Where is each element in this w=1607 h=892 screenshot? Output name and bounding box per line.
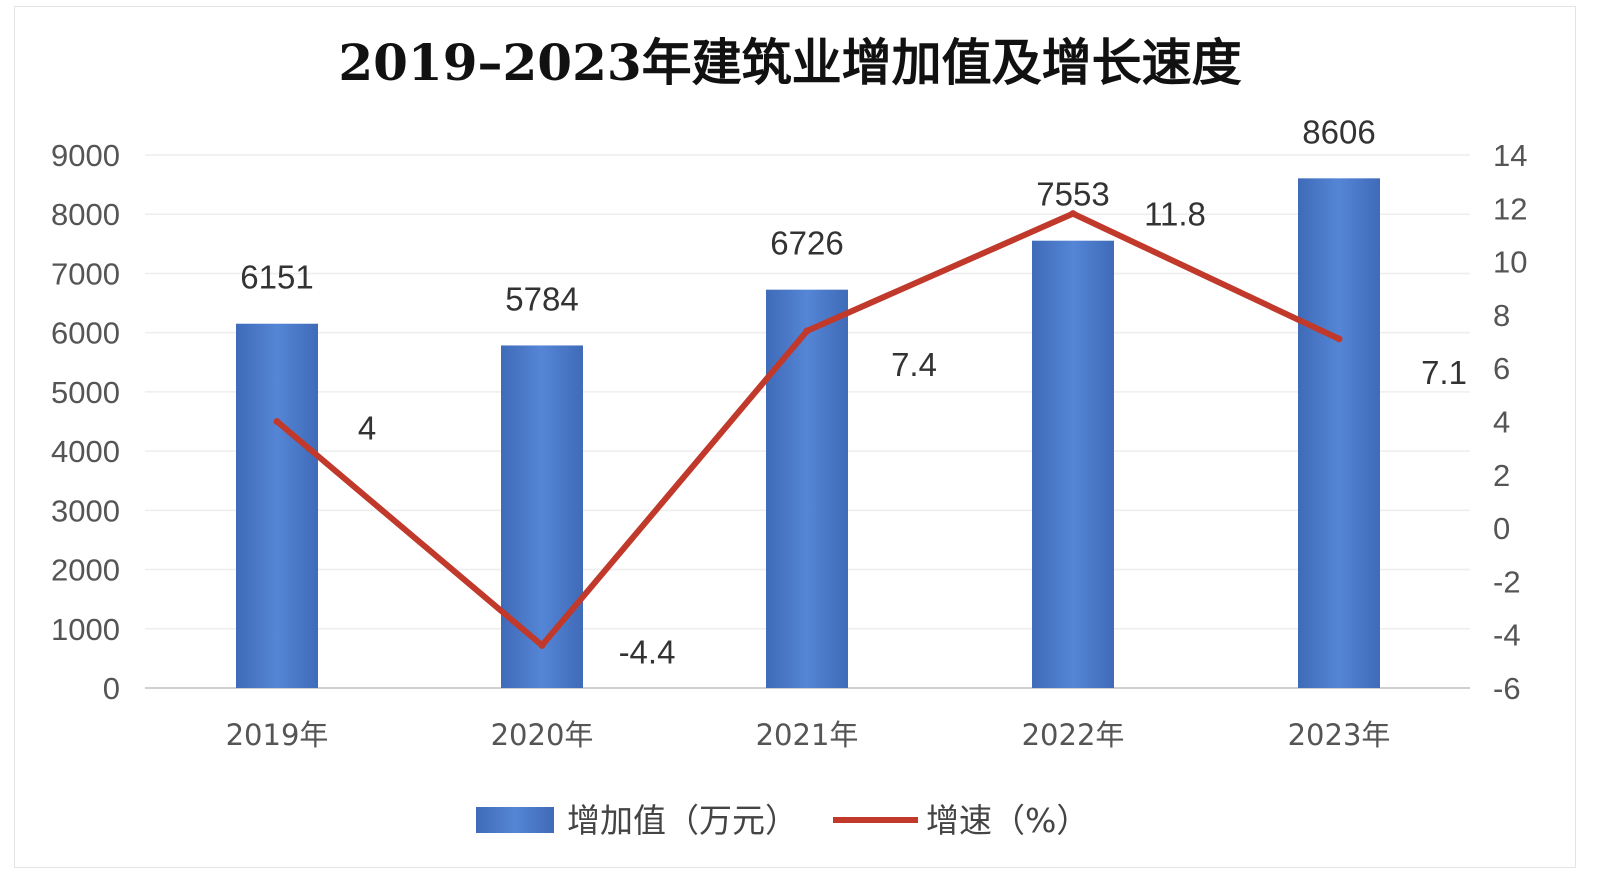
right-axis-tick-label: 0 (1493, 511, 1510, 546)
line-value-label: 4 (358, 410, 376, 447)
line-point (803, 327, 811, 335)
data-labels: 6151 5784 6726 7553 8606 4 -4.4 7.4 11.8 7.1 (240, 113, 1467, 670)
legend-label-bar: 增加值（万元） (567, 801, 798, 840)
bar-value-label: 6726 (770, 225, 843, 262)
category-label: 2021年 (756, 718, 859, 752)
right-axis-tick-label: 12 (1493, 191, 1527, 226)
category-label: 2023年 (1288, 718, 1391, 752)
right-axis-tick-label: 4 (1493, 405, 1510, 440)
right-axis-ticks: -6 -4 -2 0 2 4 6 8 10 12 14 (1493, 138, 1527, 706)
right-axis-tick-label: 6 (1493, 351, 1510, 386)
left-axis-tick-label: 8000 (51, 197, 120, 232)
bar (236, 323, 318, 688)
legend-label-line: 增速（%） (926, 801, 1089, 840)
bar (501, 345, 583, 688)
line-point (538, 641, 546, 649)
bar-value-label: 6151 (240, 259, 313, 296)
left-axis-tick-label: 6000 (51, 316, 120, 351)
line-value-label: -4.4 (619, 633, 676, 670)
line-value-label: 11.8 (1144, 196, 1206, 233)
line-value-label: 7.1 (1421, 354, 1467, 391)
left-axis-tick-label: 7000 (51, 256, 120, 291)
left-axis-tick-label: 4000 (51, 434, 120, 469)
right-axis-tick-label: -4 (1493, 618, 1521, 653)
line-point (1069, 210, 1077, 218)
right-axis-tick-label: 8 (1493, 298, 1510, 333)
line-series (273, 210, 1343, 649)
line-value-label: 7.4 (891, 346, 937, 383)
gridlines (145, 154, 1470, 689)
bar-value-label: 8606 (1302, 113, 1375, 150)
right-axis-tick-label: 10 (1493, 245, 1527, 280)
left-axis-tick-label: 2000 (51, 553, 120, 588)
category-label: 2020年 (491, 718, 594, 752)
right-axis-tick-label: -6 (1493, 671, 1521, 706)
left-axis-tick-label: 5000 (51, 375, 120, 410)
category-labels: 2019年 2020年 2021年 2022年 2023年 (226, 718, 1391, 752)
line-point (273, 418, 281, 425)
left-axis-tick-label: 1000 (51, 612, 120, 647)
bar (1298, 178, 1380, 688)
legend: 增加值（万元） 增速（%） (476, 801, 1089, 840)
left-axis-tick-label: 0 (103, 671, 120, 706)
left-axis-ticks: 0 1000 2000 3000 4000 5000 6000 7000 8000 9000 (51, 138, 120, 706)
bar-value-label: 5784 (505, 280, 578, 317)
right-axis-tick-label: -2 (1493, 564, 1521, 599)
category-label: 2019年 (226, 718, 329, 752)
right-axis-tick-label: 2 (1493, 458, 1510, 493)
chart-title: 2019–2023年建筑业增加值及增长速度 (338, 33, 1241, 92)
bar (766, 289, 848, 688)
category-label: 2022年 (1022, 718, 1125, 752)
bar (1032, 240, 1114, 688)
bar-value-label: 7553 (1036, 176, 1109, 213)
left-axis-tick-label: 3000 (51, 493, 120, 528)
right-axis-tick-label: 14 (1493, 138, 1527, 173)
bar-series (236, 178, 1380, 688)
legend-swatch-bar (476, 807, 554, 833)
left-axis-tick-label: 9000 (51, 138, 120, 173)
line-point (1335, 335, 1343, 343)
